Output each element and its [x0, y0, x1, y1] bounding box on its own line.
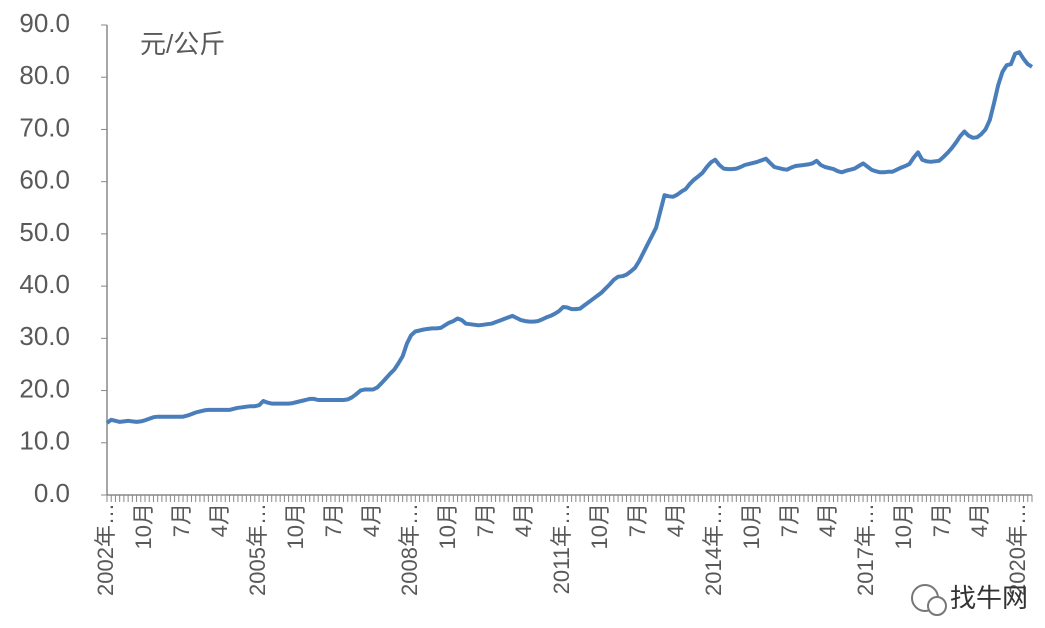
x-tick-label: 10月	[435, 503, 460, 549]
x-tick-label: 7月	[625, 503, 650, 537]
y-tick-label: 80.0	[19, 60, 70, 90]
y-tick-label: 30.0	[19, 321, 70, 351]
plot: 0.0 10.0 20.0 30.0 40.0 50.0 60.0 70.0 80.0 90.0 2…	[19, 8, 1034, 596]
y-tick-label: 50.0	[19, 217, 70, 247]
x-tick-label: 2008年…	[397, 503, 422, 596]
x-tick-label: 2011年…	[549, 503, 574, 594]
watermark-icon	[927, 596, 947, 616]
x-tick-label: 7月	[169, 503, 194, 537]
x-tick-label: 2017年…	[853, 503, 878, 596]
x-tick-label: 4月	[815, 503, 840, 537]
x-tick-label: 4月	[663, 503, 688, 537]
y-tick-label: 0.0	[34, 478, 70, 508]
x-tick-label: 7月	[321, 503, 346, 537]
x-tick-label: 4月	[511, 503, 536, 537]
x-tick-label: 2014年…	[701, 503, 726, 596]
x-tick-label: 2005年…	[245, 503, 270, 596]
x-tick-label: 10月	[131, 503, 156, 549]
watermark-text: 找牛网	[950, 583, 1028, 613]
y-tick-label: 10.0	[19, 426, 70, 456]
watermark: 找牛网	[911, 583, 1028, 616]
y-tick-label: 90.0	[19, 8, 70, 38]
x-tick-label: 7月	[473, 503, 498, 537]
x-tick-label: 4月	[967, 503, 992, 537]
x-tick-label: 7月	[929, 503, 954, 537]
y-tick-label: 40.0	[19, 269, 70, 299]
line	[105, 50, 1034, 425]
x-tick-label: 10月	[891, 503, 916, 549]
unit-label: 元/公斤	[140, 29, 225, 59]
x-tick-label: 10月	[587, 503, 612, 549]
x-tick-label: 10月	[283, 503, 308, 549]
x-tick-label: 7月	[777, 503, 802, 537]
y-tick-label: 70.0	[19, 112, 70, 142]
x-tick-label: 4月	[359, 503, 384, 537]
x-tick-label: 4月	[207, 503, 232, 537]
x-tick-label: 10月	[739, 503, 764, 549]
y-tick-label: 20.0	[19, 373, 70, 403]
x-tick-label: 2020年…	[1005, 503, 1030, 596]
y-tick-label: 60.0	[19, 165, 70, 195]
x-tick-label: 2002年…	[93, 503, 118, 596]
